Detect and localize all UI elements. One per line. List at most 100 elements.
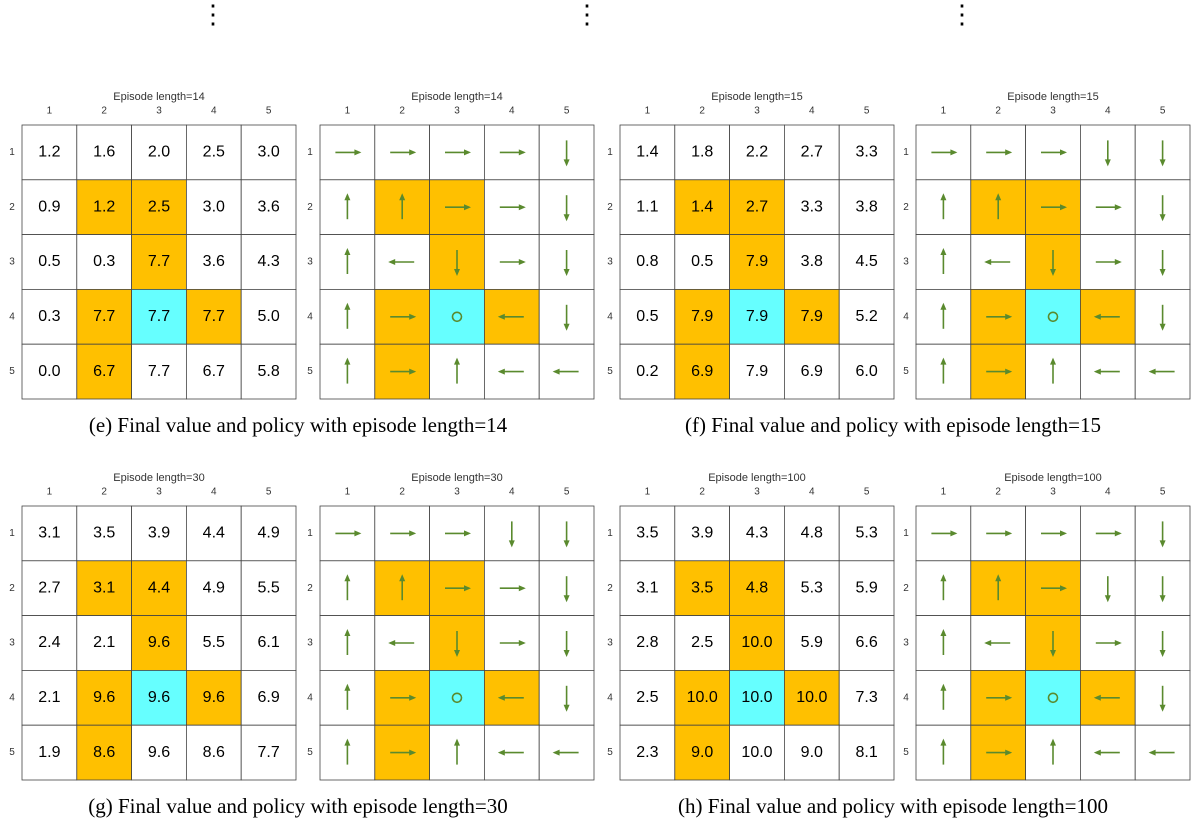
- grid-cell: [674, 343, 730, 400]
- cell-value: 5.8: [257, 363, 279, 380]
- cell-value: 3.0: [257, 144, 279, 161]
- arrow-head: [518, 149, 526, 156]
- row-label: 5: [9, 747, 15, 758]
- grid-cell: [729, 288, 785, 345]
- arrow-head: [1005, 694, 1013, 701]
- cell-value: 10.0: [687, 689, 718, 706]
- grid-title: Episode length=15: [1007, 91, 1098, 103]
- cell-value: 7.7: [148, 253, 170, 270]
- grid-cell: [970, 505, 1026, 562]
- column-label: 3: [1050, 106, 1056, 117]
- arrow-head: [1114, 640, 1122, 646]
- cell-value: 1.4: [691, 198, 713, 215]
- arrow-head: [1093, 313, 1101, 320]
- grid-cell: [21, 615, 78, 671]
- cell-value: 3.5: [636, 525, 658, 542]
- grid-cell: [131, 724, 187, 781]
- cell-value: 5.3: [801, 579, 823, 596]
- cell-value: 0.9: [38, 198, 60, 215]
- arrow-head: [344, 574, 351, 582]
- grid-cell: [483, 615, 540, 671]
- row-label: 1: [607, 528, 613, 539]
- arrow-head: [1104, 159, 1111, 167]
- arrow-head: [388, 259, 396, 265]
- arrow-head: [940, 574, 947, 582]
- grid-cell: [131, 124, 187, 181]
- grid-cell: [619, 670, 676, 726]
- cell-value: 5.5: [257, 579, 279, 596]
- grid-cell: [185, 615, 242, 671]
- grid-cell: [619, 615, 676, 671]
- arrow-head: [399, 193, 406, 201]
- column-label: 2: [995, 487, 1001, 498]
- grid-cell: [619, 343, 676, 400]
- arrow-head: [409, 694, 417, 701]
- row-label: 4: [607, 311, 613, 322]
- cell-value: 3.6: [257, 198, 279, 215]
- column-label: 5: [864, 106, 870, 117]
- arrow-head: [1050, 357, 1056, 365]
- row-label: 4: [9, 692, 15, 703]
- row-label: 5: [307, 747, 313, 758]
- cell-value: 0.0: [38, 363, 60, 380]
- arrow-head: [552, 749, 560, 756]
- arrow-head: [518, 585, 526, 592]
- grid-panel: Episode length=15 1 1 2 2 3 3 4 4 5 5: [903, 91, 1191, 400]
- grid-cell: [674, 124, 730, 181]
- arrow-head: [1093, 749, 1101, 756]
- grid-cell: [838, 724, 895, 781]
- row-label: 1: [903, 147, 909, 158]
- arrow-head: [1005, 530, 1013, 537]
- cell-value: 4.4: [203, 525, 225, 542]
- target-marker: [451, 692, 463, 704]
- row-label: 2: [9, 583, 15, 594]
- arrow-head: [1159, 595, 1166, 603]
- grid-cell: [429, 288, 485, 345]
- arrow-head: [563, 323, 570, 331]
- cell-value: 3.1: [38, 525, 60, 542]
- arrow-head: [1093, 694, 1101, 701]
- grid-cell: [76, 724, 133, 781]
- grid-cell: [240, 234, 297, 290]
- arrow-head: [563, 650, 570, 657]
- grid-cell: [76, 343, 133, 400]
- cell-value: 9.6: [148, 744, 170, 761]
- arrow-head: [464, 530, 471, 537]
- grid-cell: [674, 179, 730, 236]
- grid-cell: [784, 615, 840, 671]
- cell-value: 9.6: [148, 689, 170, 706]
- cell-value: 9.6: [93, 689, 115, 706]
- cell-value: 2.8: [636, 634, 658, 651]
- row-label: 4: [307, 692, 313, 703]
- arrow-head: [563, 159, 570, 167]
- column-label: 1: [47, 487, 53, 498]
- arrow-head: [1050, 269, 1056, 276]
- cell-value: 2.4: [38, 634, 60, 651]
- cell-value: 5.3: [855, 525, 877, 542]
- cell-value: 7.9: [746, 253, 768, 270]
- arrow-head: [1159, 214, 1166, 222]
- arrow-head: [1005, 313, 1013, 320]
- row-label: 3: [9, 638, 15, 649]
- cell-value: 1.9: [38, 744, 60, 761]
- column-label: 4: [1105, 487, 1111, 498]
- cell-value: 0.2: [636, 363, 658, 380]
- cell-value: 2.0: [148, 144, 170, 161]
- row-label: 2: [903, 202, 909, 213]
- caption: (f) Final value and policy with episode …: [685, 413, 1101, 437]
- arrow-head: [1148, 368, 1156, 375]
- cell-value: 7.9: [801, 308, 823, 325]
- cell-value: 2.7: [746, 198, 768, 215]
- arrow-head: [409, 749, 417, 756]
- grid-cell: [76, 234, 133, 290]
- row-label: 3: [9, 257, 15, 268]
- grid-panel: Episode length=100 1 1 2 2 3 3 4 4 5 5: [903, 472, 1191, 781]
- cell-value: 3.5: [691, 579, 713, 596]
- grid-panel: Episode length=30 1 1 2 2 3 3 4 4 5 5: [307, 472, 595, 781]
- cell-value: 7.9: [746, 308, 768, 325]
- arrow-head: [409, 368, 417, 375]
- row-label: 4: [903, 311, 909, 322]
- grid-cell: [784, 343, 840, 400]
- arrow-head: [984, 259, 992, 265]
